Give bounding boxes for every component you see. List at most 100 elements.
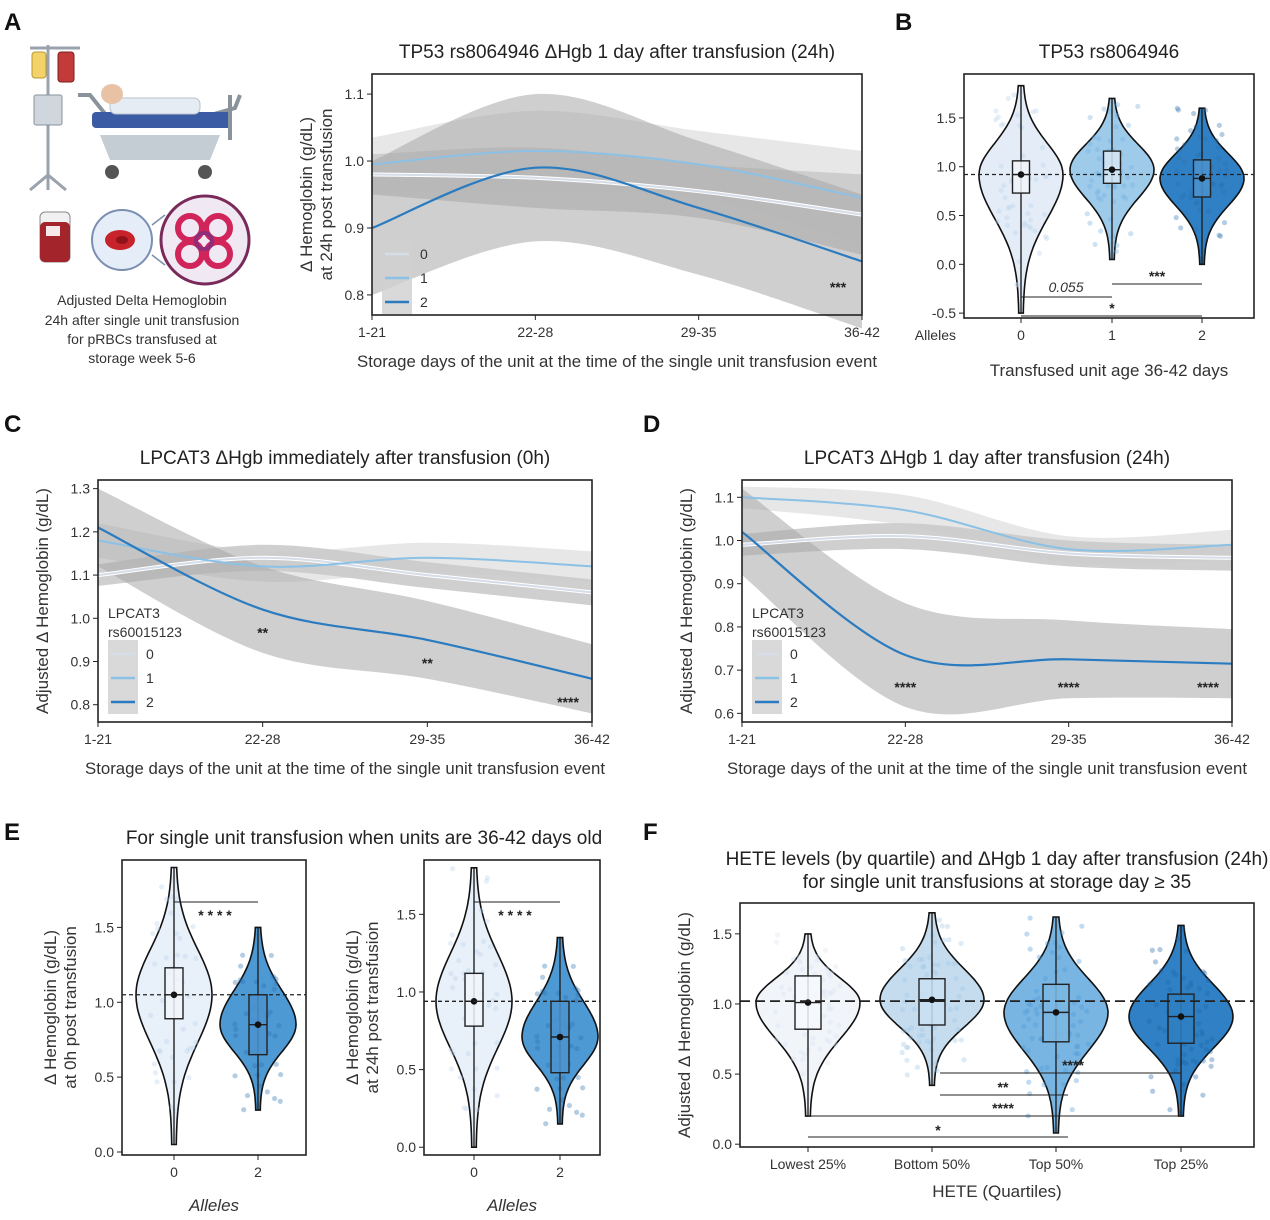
jitter-point xyxy=(450,1050,456,1056)
jitter-point xyxy=(1181,1052,1187,1058)
jitter-point xyxy=(535,1039,541,1045)
jitter-point xyxy=(174,952,181,958)
jitter-point xyxy=(822,993,829,999)
x-tick-label: 22-28 xyxy=(517,324,553,340)
x-axis-label-b: Transfused unit age 36-42 days xyxy=(990,361,1228,380)
jitter-point xyxy=(1147,981,1153,987)
jitter-point xyxy=(996,208,1002,214)
jitter-point xyxy=(998,163,1004,169)
jitter-point xyxy=(273,976,279,982)
line-c-allele-0 xyxy=(97,556,593,594)
jitter-point xyxy=(267,1009,273,1015)
jitter-point xyxy=(575,1074,581,1080)
x-tick-label: 1-21 xyxy=(728,731,756,747)
jitter-point xyxy=(939,923,945,929)
jitter-point xyxy=(785,969,791,975)
jitter-point xyxy=(478,908,485,914)
jitter-point xyxy=(580,1085,586,1091)
significance-mark: ** xyxy=(422,655,433,671)
chart-title-line: for single unit transfusions at storage … xyxy=(803,872,1192,893)
jitter-point xyxy=(778,984,785,990)
jitter-point xyxy=(240,979,246,985)
jitter-point xyxy=(1079,923,1085,929)
x-tick-label: 2 xyxy=(254,1164,262,1180)
jitter-point xyxy=(956,994,962,1000)
illustration-caption-3: for pRBCs transfused at xyxy=(67,331,217,347)
plot-frame-b xyxy=(963,73,1255,319)
jitter-point xyxy=(1205,977,1211,984)
x-tick-label: Lowest 25% xyxy=(770,1156,846,1172)
jitter-point xyxy=(1174,105,1180,111)
jitter-point xyxy=(163,955,169,961)
y-tick-label: 1.0 xyxy=(397,984,417,1000)
y-axis-label: at 0h post transfusion xyxy=(61,926,80,1089)
jitter-point xyxy=(168,910,174,916)
jitter-point xyxy=(1070,1022,1076,1029)
jitter-point xyxy=(266,1031,272,1037)
jitter-point xyxy=(926,954,933,960)
jitter-point xyxy=(951,1017,958,1024)
jitter-point xyxy=(182,953,188,960)
jitter-point xyxy=(1044,1064,1050,1070)
illustration-caption-2: 24h after single unit transfusion xyxy=(45,312,240,328)
x-tick-label: 36-42 xyxy=(574,731,610,747)
jitter-point xyxy=(1200,1092,1206,1098)
jitter-point xyxy=(480,938,487,945)
jitter-point xyxy=(1181,1060,1187,1066)
jitter-point xyxy=(1027,946,1033,952)
jitter-point xyxy=(1181,975,1187,981)
jitter-point xyxy=(1221,220,1228,226)
jitter-point xyxy=(899,945,906,952)
jitter-point xyxy=(902,957,908,964)
jitter-point xyxy=(190,923,196,930)
jitter-point xyxy=(824,1060,831,1066)
jitter-point xyxy=(1010,203,1016,209)
significance-label: ** xyxy=(998,1079,1009,1095)
jitter-point xyxy=(1207,1048,1213,1055)
jitter-point xyxy=(772,1009,779,1015)
jitter-point xyxy=(827,990,833,996)
jitter-point xyxy=(177,935,183,942)
jitter-point xyxy=(1041,1081,1047,1088)
jitter-point xyxy=(1218,182,1224,189)
jitter-point xyxy=(1203,1003,1209,1010)
jitter-point xyxy=(1162,1027,1168,1034)
jitter-point xyxy=(237,963,244,969)
jitter-point xyxy=(800,1071,806,1077)
x-tick-label: 1-21 xyxy=(84,731,112,747)
jitter-point xyxy=(278,1071,284,1078)
jitter-point xyxy=(919,1027,925,1033)
jitter-point xyxy=(1188,128,1194,134)
jitter-point xyxy=(148,1012,154,1018)
jitter-point xyxy=(554,1076,560,1082)
jitter-point xyxy=(1059,930,1065,936)
panel-letter-c: C xyxy=(4,411,21,438)
jitter-point xyxy=(1181,1081,1187,1087)
jitter-point xyxy=(826,1028,833,1035)
jitter-point xyxy=(787,986,793,992)
jitter-point xyxy=(449,932,455,938)
jitter-point xyxy=(271,974,277,980)
jitter-point xyxy=(1021,222,1027,228)
jitter-point xyxy=(904,992,910,998)
jitter-point xyxy=(457,1074,464,1081)
jitter-point xyxy=(566,1102,572,1109)
jitter-point xyxy=(477,951,483,957)
jitter-point xyxy=(831,987,837,994)
y-tick-label: 1.5 xyxy=(397,906,417,922)
jitter-point xyxy=(535,1045,541,1051)
jitter-point xyxy=(1054,1053,1060,1059)
jitter-point xyxy=(163,896,170,902)
jitter-point xyxy=(452,975,459,982)
jitter-point xyxy=(1077,1019,1084,1025)
panel-letter-b: B xyxy=(895,9,912,36)
red-blood-cell-icon xyxy=(91,194,251,286)
jitter-point xyxy=(1200,1058,1206,1064)
chart-e2: 0.0 0.5 1.0 1.5 0 2 * * * * Alleles Δ Hemoglobin… xyxy=(343,859,601,1215)
line-c-allele-2 xyxy=(97,526,593,680)
y-tick-label: 1.1 xyxy=(345,86,365,102)
jitter-point xyxy=(904,1044,910,1051)
jitter-point xyxy=(493,1005,499,1012)
jitter-point xyxy=(1101,106,1107,112)
